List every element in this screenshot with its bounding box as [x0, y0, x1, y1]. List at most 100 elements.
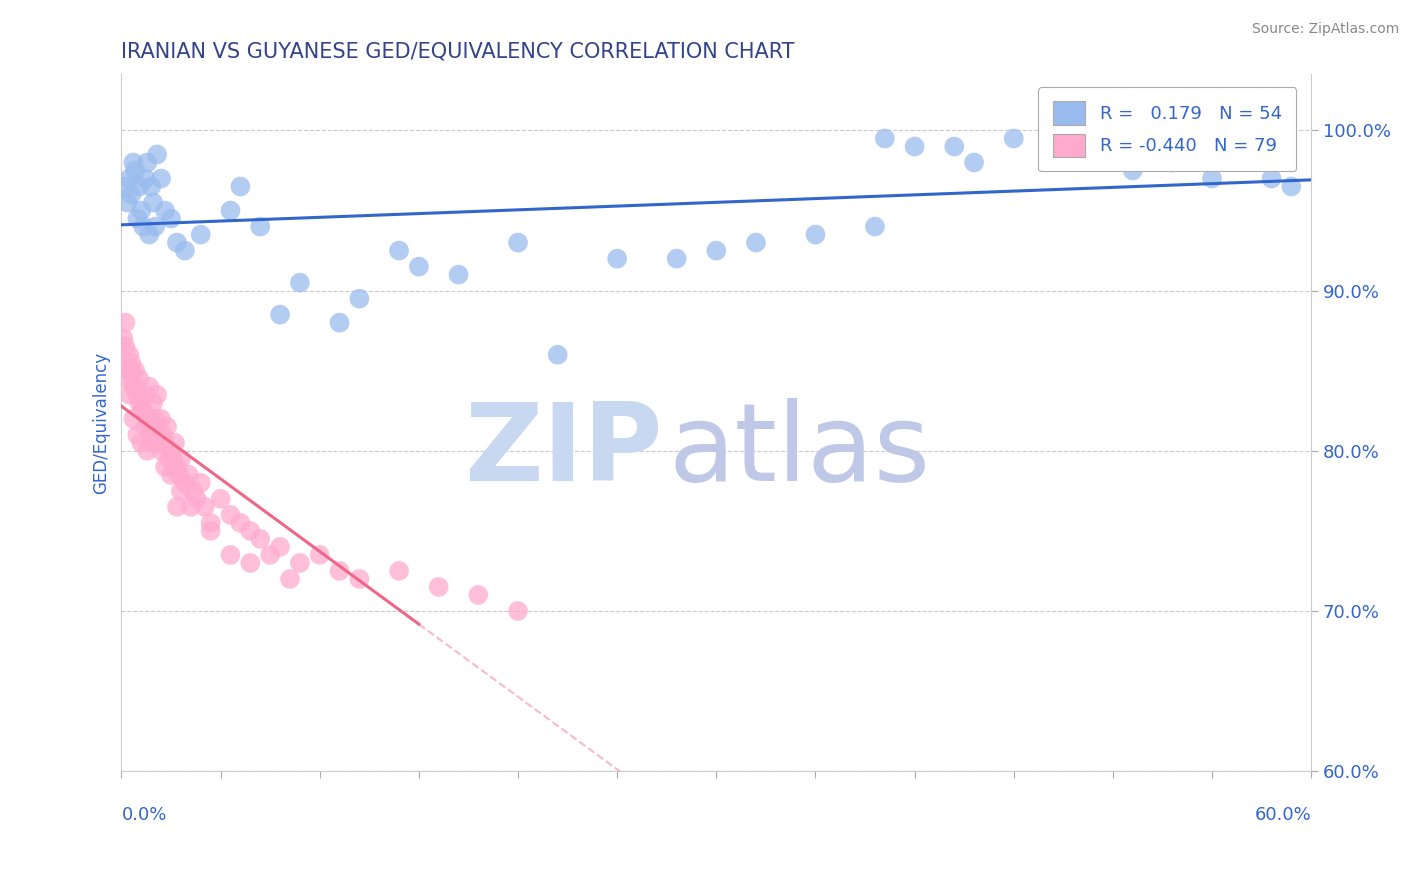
- Point: [141, 179, 163, 194]
- Point: [349, 292, 371, 306]
- Point: [127, 211, 149, 226]
- Point: [288, 276, 311, 290]
- Point: [1042, 147, 1064, 161]
- Point: [194, 500, 217, 514]
- Point: [1279, 179, 1302, 194]
- Text: atlas: atlas: [669, 398, 931, 504]
- Point: [150, 171, 173, 186]
- Point: [943, 139, 966, 153]
- Point: [408, 260, 430, 274]
- Point: [190, 227, 212, 242]
- Text: 0.0%: 0.0%: [121, 806, 167, 824]
- Point: [190, 475, 212, 490]
- Point: [146, 388, 169, 402]
- Point: [120, 187, 142, 202]
- Text: IRANIAN VS GUYANESE GED/EQUIVALENCY CORRELATION CHART: IRANIAN VS GUYANESE GED/EQUIVALENCY CORR…: [121, 42, 794, 62]
- Y-axis label: GED/Equivalency: GED/Equivalency: [93, 351, 110, 494]
- Point: [124, 163, 146, 178]
- Point: [160, 443, 183, 458]
- Point: [904, 139, 927, 153]
- Point: [138, 411, 160, 425]
- Point: [249, 532, 271, 546]
- Point: [148, 435, 170, 450]
- Point: [141, 419, 163, 434]
- Point: [142, 435, 165, 450]
- Point: [308, 548, 330, 562]
- Point: [146, 147, 169, 161]
- Point: [129, 435, 152, 450]
- Point: [153, 203, 176, 218]
- Point: [427, 580, 450, 594]
- Point: [127, 427, 149, 442]
- Point: [122, 155, 145, 169]
- Point: [142, 396, 165, 410]
- Point: [704, 244, 727, 258]
- Point: [1081, 139, 1104, 153]
- Point: [249, 219, 271, 234]
- Point: [177, 467, 200, 482]
- Point: [745, 235, 768, 250]
- Point: [150, 411, 173, 425]
- Point: [129, 396, 152, 410]
- Point: [278, 572, 301, 586]
- Point: [873, 131, 896, 145]
- Point: [162, 451, 184, 466]
- Point: [150, 443, 173, 458]
- Point: [138, 380, 160, 394]
- Point: [174, 475, 197, 490]
- Point: [160, 467, 183, 482]
- Point: [329, 564, 352, 578]
- Text: ZIP: ZIP: [464, 398, 662, 504]
- Point: [804, 227, 827, 242]
- Point: [447, 268, 470, 282]
- Point: [132, 404, 155, 418]
- Point: [114, 179, 136, 194]
- Point: [329, 316, 352, 330]
- Point: [200, 516, 222, 530]
- Point: [138, 227, 160, 242]
- Point: [120, 356, 142, 370]
- Point: [467, 588, 489, 602]
- Point: [166, 459, 188, 474]
- Text: 60.0%: 60.0%: [1254, 806, 1312, 824]
- Point: [1161, 155, 1184, 169]
- Point: [209, 491, 232, 506]
- Point: [1002, 131, 1025, 145]
- Point: [114, 316, 136, 330]
- Point: [124, 380, 146, 394]
- Point: [269, 540, 291, 554]
- Point: [219, 203, 242, 218]
- Point: [239, 524, 262, 538]
- Text: Source: ZipAtlas.com: Source: ZipAtlas.com: [1251, 22, 1399, 37]
- Point: [157, 451, 180, 466]
- Point: [163, 435, 186, 450]
- Point: [349, 572, 371, 586]
- Point: [136, 411, 159, 425]
- Point: [129, 203, 152, 218]
- Point: [1201, 171, 1223, 186]
- Point: [143, 419, 166, 434]
- Point: [174, 244, 197, 258]
- Legend: R =   0.179   N = 54, R = -0.440   N = 79: R = 0.179 N = 54, R = -0.440 N = 79: [1038, 87, 1296, 171]
- Point: [117, 364, 139, 378]
- Point: [134, 388, 156, 402]
- Point: [547, 348, 569, 362]
- Point: [143, 219, 166, 234]
- Point: [288, 556, 311, 570]
- Point: [1122, 163, 1144, 178]
- Point: [118, 388, 141, 402]
- Point: [127, 388, 149, 402]
- Point: [134, 171, 156, 186]
- Point: [180, 500, 202, 514]
- Point: [120, 364, 142, 378]
- Point: [229, 516, 252, 530]
- Point: [186, 491, 208, 506]
- Point: [219, 548, 242, 562]
- Point: [117, 372, 139, 386]
- Point: [167, 467, 190, 482]
- Point: [114, 340, 136, 354]
- Point: [170, 483, 193, 498]
- Point: [259, 548, 281, 562]
- Point: [118, 348, 141, 362]
- Point: [128, 396, 150, 410]
